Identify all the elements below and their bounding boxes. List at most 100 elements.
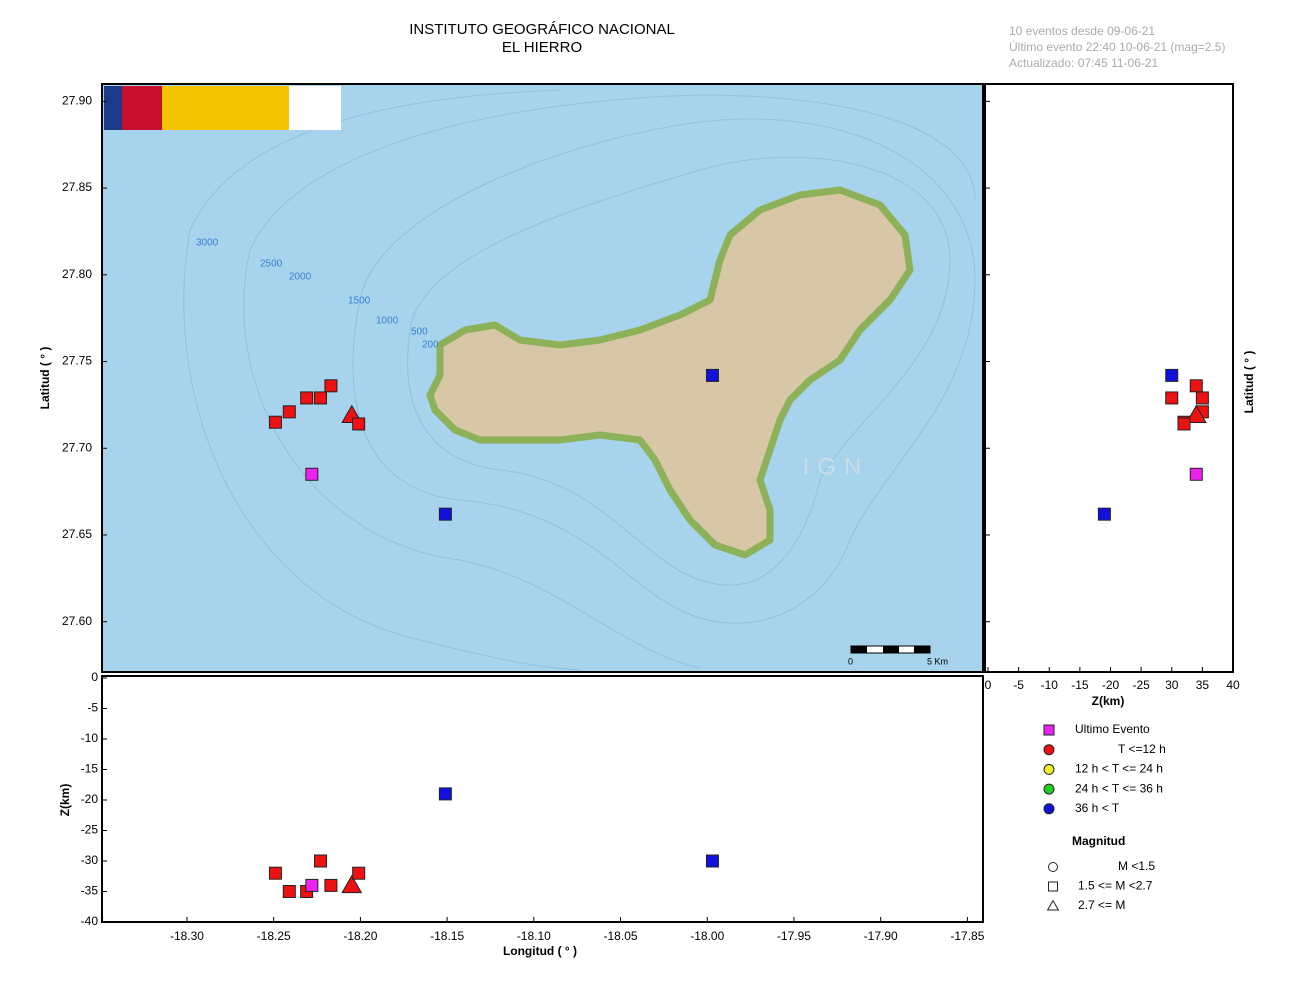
info: Actualizado: 07:45 11-06-21 bbox=[1009, 56, 1159, 70]
info: Último evento 22:40 10-06-21 (mag=2.5) bbox=[1009, 39, 1225, 54]
legend-label: 24 h < T <= 36 h bbox=[1075, 781, 1163, 795]
y-tick-label: 27.65 bbox=[62, 527, 92, 541]
marker bbox=[1048, 881, 1058, 892]
contours bbox=[183, 89, 976, 671]
x-tick-label: -17.90 bbox=[864, 929, 898, 943]
island bbox=[426, 186, 914, 559]
map-frame bbox=[101, 83, 984, 673]
y-axis-label: Latitud ( ° ) bbox=[38, 347, 52, 410]
legend-label: 36 h < T bbox=[1075, 801, 1120, 815]
subtitle: EL HIERRO bbox=[502, 39, 582, 56]
x-tick-label: -18.20 bbox=[343, 929, 377, 943]
z-tick-label: -10 bbox=[81, 731, 99, 745]
title: INSTITUTO GEOGRÁFICO NACIONAL bbox=[409, 21, 675, 38]
marker bbox=[341, 874, 363, 894]
x-tick-label: -18.05 bbox=[604, 929, 638, 943]
y-tick-label: 27.60 bbox=[62, 614, 92, 628]
z-tick-label: 0 bbox=[985, 678, 992, 692]
z-tick-label: 40 bbox=[1226, 678, 1240, 692]
x-tick-label: -18.30 bbox=[170, 929, 204, 943]
legend-title: Magnitud bbox=[1072, 834, 1125, 848]
legend-label: M <1.5 bbox=[1118, 859, 1155, 873]
z-tick-label: -10 bbox=[1041, 678, 1059, 692]
z-tick-label: -25 bbox=[81, 823, 99, 837]
marker bbox=[1177, 417, 1191, 431]
z-tick-label: -5 bbox=[1013, 678, 1024, 692]
depth-lat-frame bbox=[984, 83, 1234, 673]
z-tick-label: -20 bbox=[81, 792, 99, 806]
legend-label: 12 h < T <= 24 h bbox=[1075, 762, 1163, 776]
marker bbox=[1043, 724, 1055, 736]
marker bbox=[282, 885, 296, 898]
marker bbox=[1046, 899, 1060, 911]
contour-label: 3000 bbox=[196, 238, 219, 249]
legend-label: Ultimo Evento bbox=[1075, 722, 1150, 736]
depth-lon-frame bbox=[101, 675, 984, 923]
marker bbox=[268, 866, 282, 880]
z-axis-label: Z(km) bbox=[58, 784, 72, 817]
marker bbox=[705, 854, 719, 868]
y-tick-label: 27.80 bbox=[62, 267, 92, 281]
marker bbox=[1048, 862, 1058, 872]
y-tick-label: 27.75 bbox=[62, 354, 92, 368]
marker bbox=[1043, 744, 1055, 756]
marker bbox=[1165, 391, 1179, 405]
marker bbox=[1043, 783, 1055, 795]
marker bbox=[305, 878, 319, 892]
marker bbox=[1189, 379, 1203, 393]
legend-label: 2.7 <= M bbox=[1078, 898, 1125, 912]
z-tick-label: -15 bbox=[1071, 678, 1089, 692]
x-tick-label: -18.10 bbox=[517, 929, 551, 943]
y-tick-label: 27.70 bbox=[62, 440, 92, 454]
x-tick-label: -17.85 bbox=[950, 929, 984, 943]
scale-bar bbox=[850, 645, 931, 654]
marker bbox=[268, 415, 282, 429]
z-tick-label: -20 bbox=[1102, 678, 1120, 692]
info: 10 eventos desde 09-06-21 bbox=[1009, 24, 1155, 38]
scale-label: 0 bbox=[848, 656, 853, 666]
z-tick-label: -25 bbox=[1132, 678, 1150, 692]
z-tick-label: 0 bbox=[91, 670, 98, 684]
marker bbox=[282, 405, 296, 419]
z-tick-label: -15 bbox=[81, 762, 99, 776]
z-axis-label: Z(km) bbox=[1092, 694, 1125, 708]
marker bbox=[1043, 763, 1055, 775]
scale-label: 5 Km bbox=[927, 656, 948, 666]
z-tick-label: -5 bbox=[87, 701, 98, 715]
z-tick-label: 35 bbox=[1196, 678, 1210, 692]
marker bbox=[314, 854, 328, 868]
marker bbox=[314, 391, 328, 405]
legend-label: 1.5 <= M <2.7 bbox=[1078, 879, 1153, 893]
contour-label: 500 bbox=[411, 327, 428, 338]
y-axis-label: Latitud ( ° ) bbox=[1242, 351, 1256, 414]
x-axis-label: Longitud ( ° ) bbox=[503, 944, 577, 958]
x-tick-label: -18.25 bbox=[257, 929, 291, 943]
contour-label: 2500 bbox=[260, 259, 283, 270]
marker bbox=[438, 787, 452, 801]
marker bbox=[300, 391, 314, 405]
z-tick-label: -30 bbox=[81, 853, 99, 867]
z-tick-label: -40 bbox=[81, 914, 99, 928]
marker bbox=[305, 467, 319, 481]
contour-label: 1500 bbox=[348, 296, 371, 307]
contour-label: 200 bbox=[422, 340, 439, 351]
marker bbox=[1195, 391, 1209, 405]
marker bbox=[438, 507, 452, 521]
y-tick-label: 27.90 bbox=[62, 94, 92, 108]
x-tick-label: -18.15 bbox=[430, 929, 464, 943]
marker bbox=[1185, 404, 1207, 423]
marker bbox=[1189, 467, 1203, 481]
marker bbox=[1165, 368, 1179, 382]
y-tick-label: 27.85 bbox=[62, 180, 92, 194]
marker bbox=[324, 379, 338, 393]
z-tick-label: 30 bbox=[1165, 678, 1179, 692]
x-tick-label: -18.00 bbox=[690, 929, 724, 943]
watermark: IGN bbox=[803, 453, 870, 480]
marker bbox=[324, 878, 338, 892]
marker bbox=[352, 866, 366, 880]
marker bbox=[352, 417, 366, 431]
z-tick-label: -35 bbox=[81, 884, 99, 898]
logo bbox=[104, 86, 341, 130]
